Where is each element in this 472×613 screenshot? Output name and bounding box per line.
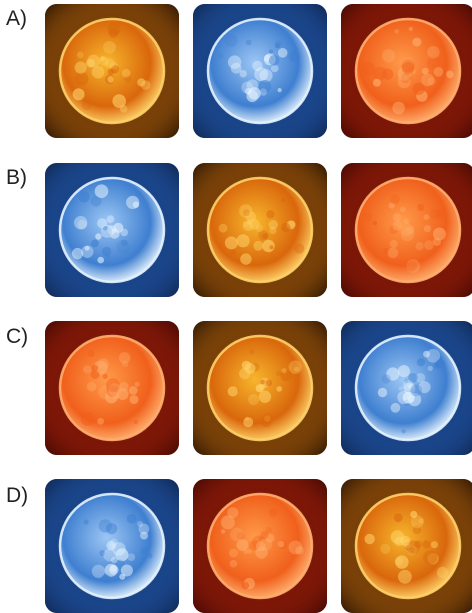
red-star-icon	[341, 163, 472, 297]
yellow-star-icon	[341, 479, 472, 613]
option-a-image-3[interactable]	[341, 4, 472, 138]
option-c-image-1[interactable]	[45, 321, 179, 455]
option-d-image-3[interactable]	[341, 479, 472, 613]
red-star-icon	[341, 4, 472, 138]
option-b-image-1[interactable]	[45, 163, 179, 297]
yellow-star-icon	[193, 321, 327, 455]
option-label-b: B)	[6, 166, 27, 189]
yellow-star-icon	[45, 4, 179, 138]
blue-star-icon	[341, 321, 472, 455]
option-label-a: A)	[6, 7, 27, 30]
red-star-icon	[45, 321, 179, 455]
option-label-c: C)	[6, 325, 29, 348]
option-c-image-2[interactable]	[193, 321, 327, 455]
option-b-image-3[interactable]	[341, 163, 472, 297]
blue-star-icon	[45, 479, 179, 613]
red-star-icon	[193, 479, 327, 613]
option-d-image-1[interactable]	[45, 479, 179, 613]
option-c-image-3[interactable]	[341, 321, 472, 455]
blue-star-icon	[193, 4, 327, 138]
option-d-image-2[interactable]	[193, 479, 327, 613]
blue-star-icon	[45, 163, 179, 297]
yellow-star-icon	[193, 163, 327, 297]
option-a-image-1[interactable]	[45, 4, 179, 138]
option-a-image-2[interactable]	[193, 4, 327, 138]
option-label-d: D)	[6, 484, 29, 507]
option-b-image-2[interactable]	[193, 163, 327, 297]
